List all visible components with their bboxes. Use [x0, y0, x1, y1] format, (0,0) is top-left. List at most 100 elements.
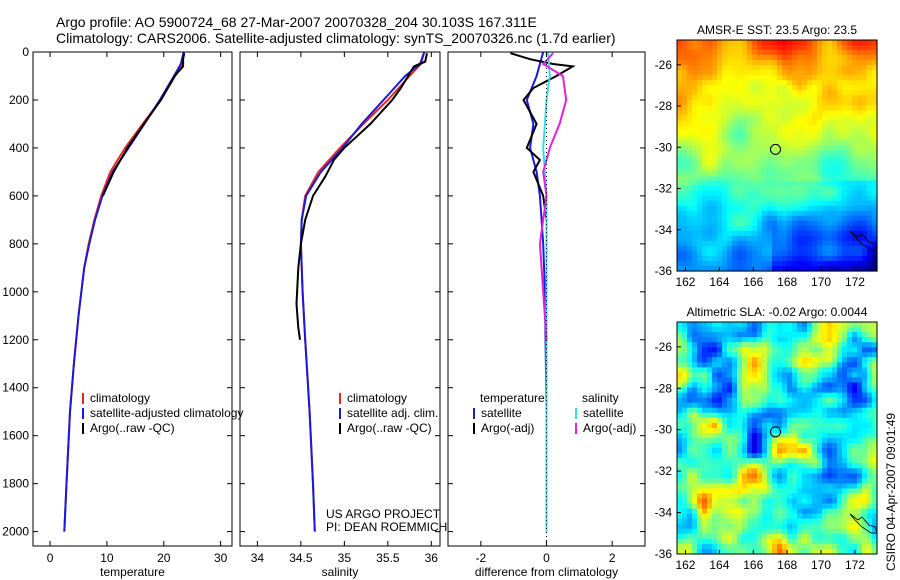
map-cell: [802, 130, 808, 137]
map-cell: [712, 110, 718, 116]
map-cell: [852, 528, 858, 535]
map-cell: [797, 543, 803, 550]
map-cell: [837, 443, 843, 449]
map-cell: [827, 498, 833, 505]
map-cell: [847, 438, 853, 444]
map-cell: [727, 155, 733, 162]
coastline-outline: [849, 513, 878, 534]
map-cell: [697, 135, 703, 142]
map-cell: [737, 362, 743, 368]
map-cell: [717, 463, 723, 469]
map-cell: [732, 260, 738, 267]
map-cell: [742, 80, 748, 86]
map-cell: [857, 130, 863, 137]
map-cell: [822, 155, 828, 162]
map-cell: [777, 548, 783, 555]
map-cell: [737, 503, 743, 510]
map-cell: [862, 85, 868, 91]
map-cell: [732, 110, 738, 116]
map-cell: [717, 40, 723, 46]
map-cell: [687, 498, 693, 505]
map-cell: [822, 417, 828, 424]
map-cell: [852, 95, 858, 101]
map-cell: [867, 180, 873, 187]
map-cell: [712, 483, 718, 490]
sla-map-field: [677, 322, 878, 555]
map-cell: [852, 185, 858, 192]
map-cell: [712, 105, 718, 111]
map-cell: [872, 245, 878, 252]
map-cell: [727, 538, 733, 545]
map-cell: [802, 230, 808, 237]
map-cell: [712, 448, 718, 454]
map-cell: [752, 250, 758, 257]
map-cell: [792, 463, 798, 469]
map-cell: [812, 185, 818, 192]
map-cell: [827, 427, 833, 434]
map-cell: [707, 337, 713, 343]
map-cell: [777, 533, 783, 540]
map-cell: [752, 95, 758, 101]
map-cell: [767, 145, 773, 152]
map-cell: [867, 85, 873, 91]
map-cell: [732, 175, 738, 182]
map-cell: [712, 180, 718, 187]
map-cell: [862, 255, 868, 262]
depth-tick-label: 1400: [2, 381, 29, 395]
map-cell: [687, 483, 693, 490]
map-cell: [697, 372, 703, 379]
map-cell: [792, 135, 798, 142]
map-cell: [712, 533, 718, 540]
map-cell: [697, 473, 703, 479]
map-cell: [852, 245, 858, 252]
map-cell: [717, 357, 723, 363]
map-cell: [722, 150, 728, 157]
map-cell: [707, 115, 713, 121]
map-cell: [712, 493, 718, 500]
map-cell: [762, 220, 768, 227]
map-cell: [807, 463, 813, 469]
map-cell: [772, 50, 778, 56]
map-cell: [807, 488, 813, 495]
map-cell: [857, 205, 863, 212]
map-cell: [742, 75, 748, 81]
map-cell: [712, 548, 718, 555]
map-cell: [742, 382, 748, 389]
map-cell: [852, 468, 858, 474]
map-cell: [742, 160, 748, 167]
map-cell: [827, 407, 833, 414]
map-cell: [737, 75, 743, 81]
map-cell: [847, 473, 853, 479]
map-cell: [692, 125, 698, 131]
map-cell: [767, 427, 773, 434]
map-cell: [842, 45, 848, 51]
map-cell: [707, 135, 713, 142]
map-cell: [777, 493, 783, 500]
map-cell: [862, 508, 868, 515]
map-cell: [767, 372, 773, 379]
map-cell: [727, 412, 733, 419]
map-cell: [772, 377, 778, 384]
map-cell: [737, 195, 743, 202]
map-cell: [702, 185, 708, 192]
map-cell: [837, 170, 843, 177]
map-cell: [717, 195, 723, 202]
map-cell: [722, 538, 728, 545]
map-cell: [747, 352, 753, 358]
map-cell: [777, 145, 783, 152]
map-cell: [792, 265, 798, 272]
map-cell: [857, 332, 863, 338]
map-cell: [712, 170, 718, 177]
map-cell: [737, 190, 743, 197]
map-cell: [722, 438, 728, 444]
map-cell: [752, 478, 758, 484]
map-cell: [732, 523, 738, 530]
map-cell: [677, 175, 683, 182]
map-cell: [767, 105, 773, 111]
map-cell: [722, 513, 728, 520]
map-cell: [812, 65, 818, 71]
map-cell: [737, 210, 743, 217]
map-cell: [797, 240, 803, 247]
map-cell: [872, 473, 878, 479]
map-cell: [677, 342, 683, 348]
